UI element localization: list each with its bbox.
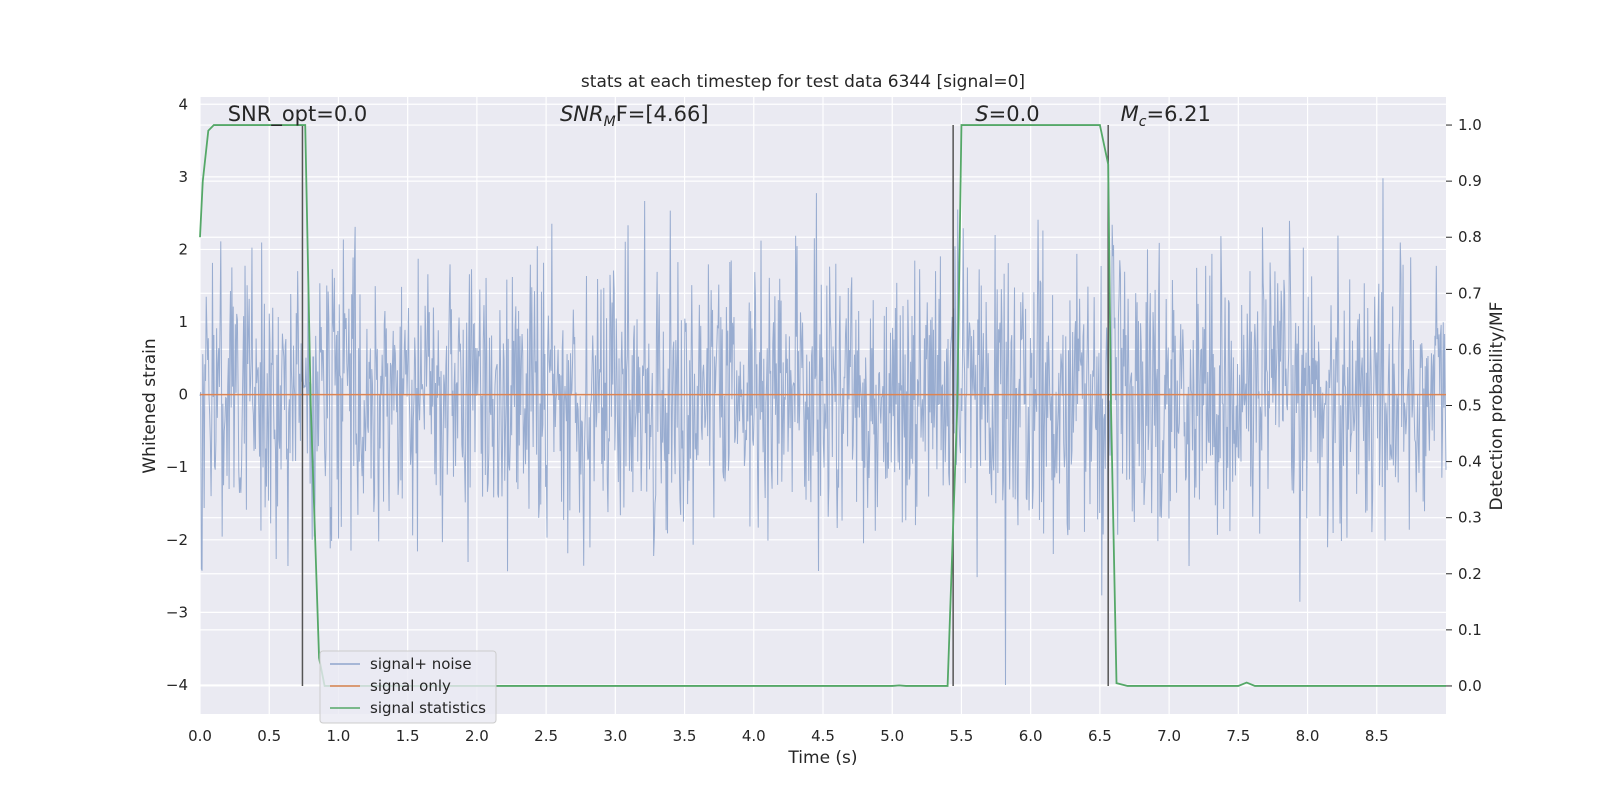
x-tick-label: 1.5 bbox=[396, 727, 420, 745]
x-axis-label: Time (s) bbox=[787, 748, 857, 768]
x-tick-label: 2.5 bbox=[534, 727, 558, 745]
x-axis-ticks: 0.0 0.5 1.0 1.5 2.0 2.5 3.0 3.5 4.0 4.5 5.0 5.5 6.0 6… bbox=[188, 727, 1389, 745]
y2-tick-label: 1.0 bbox=[1458, 116, 1482, 134]
y2-axis-ticks: 1.0 0.9 0.8 0.7 0.6 0.5 0.4 0.3 0.2 0.1 0.0 bbox=[1446, 116, 1482, 695]
y2-tick-label: 0.6 bbox=[1458, 340, 1482, 358]
x-tick-label: 4.5 bbox=[811, 727, 835, 745]
y2-tick-label: 0.2 bbox=[1458, 565, 1482, 583]
y2-tick-label: 0.8 bbox=[1458, 228, 1482, 246]
x-tick-label: 3.5 bbox=[673, 727, 697, 745]
y-axis-ticks: 4 3 2 1 0 −1 −2 −3 −4 bbox=[166, 95, 188, 694]
x-tick-label: 7.5 bbox=[1226, 727, 1250, 745]
x-tick-label: 0.0 bbox=[188, 727, 212, 745]
y2-tick-label: 0.4 bbox=[1458, 453, 1482, 471]
x-tick-label: 5.5 bbox=[950, 727, 974, 745]
x-tick-label: 0.5 bbox=[257, 727, 281, 745]
grid-y bbox=[200, 103, 1446, 686]
y-tick-label: 4 bbox=[178, 95, 188, 113]
y-tick-label: −4 bbox=[166, 676, 188, 694]
annotation-2: S=0.0 bbox=[975, 102, 1039, 126]
x-tick-label: 5.0 bbox=[880, 727, 904, 745]
legend-label-signal-statistics: signal statistics bbox=[370, 699, 486, 717]
y2-axis-label: Detection probability/MF bbox=[1487, 302, 1507, 511]
legend: signal+ noise signal only signal statist… bbox=[319, 650, 497, 724]
series-signal-statistics bbox=[199, 124, 1446, 687]
annotations: SNR_opt=0.0 SNRMF=[4.66] S=0.0 Mc=6.21 bbox=[228, 102, 1211, 130]
annotation-0: SNR_opt=0.0 bbox=[228, 102, 368, 127]
x-tick-label: 2.0 bbox=[465, 727, 489, 745]
y2-tick-label: 0.7 bbox=[1458, 284, 1482, 302]
x-tick-label: 8.0 bbox=[1296, 727, 1320, 745]
annotation-3: Mc=6.21 bbox=[1121, 102, 1211, 130]
y2-tick-label: 0.3 bbox=[1458, 509, 1482, 527]
x-tick-label: 7.0 bbox=[1157, 727, 1181, 745]
x-tick-label: 8.5 bbox=[1365, 727, 1389, 745]
y-tick-label: 2 bbox=[178, 240, 188, 258]
y-tick-label: 0 bbox=[178, 386, 188, 404]
y2-tick-label: 0.5 bbox=[1458, 397, 1482, 415]
x-tick-label: 6.0 bbox=[1019, 727, 1043, 745]
x-tick-label: 6.5 bbox=[1088, 727, 1112, 745]
legend-box bbox=[319, 650, 497, 724]
y2-tick-label: 0.1 bbox=[1458, 621, 1482, 639]
legend-label-signal-only: signal only bbox=[370, 677, 451, 695]
y-tick-label: −2 bbox=[166, 531, 188, 549]
legend-label-signal-noise: signal+ noise bbox=[370, 655, 472, 673]
x-tick-label: 4.0 bbox=[742, 727, 766, 745]
y-tick-label: 1 bbox=[178, 313, 188, 331]
y2-tick-label: 0.0 bbox=[1458, 677, 1482, 695]
annotation-1: SNRMF=[4.66] bbox=[560, 102, 709, 130]
chart-title: stats at each timestep for test data 634… bbox=[581, 72, 1025, 92]
y-tick-label: 3 bbox=[178, 168, 188, 186]
x-tick-label: 3.0 bbox=[603, 727, 627, 745]
y-axis-label: Whitened strain bbox=[140, 338, 160, 473]
series-signal-noise bbox=[199, 178, 1447, 685]
x-tick-label: 1.0 bbox=[327, 727, 351, 745]
y-tick-label: −3 bbox=[166, 603, 188, 621]
y-tick-label: −1 bbox=[166, 458, 188, 476]
y2-tick-label: 0.9 bbox=[1458, 172, 1482, 190]
